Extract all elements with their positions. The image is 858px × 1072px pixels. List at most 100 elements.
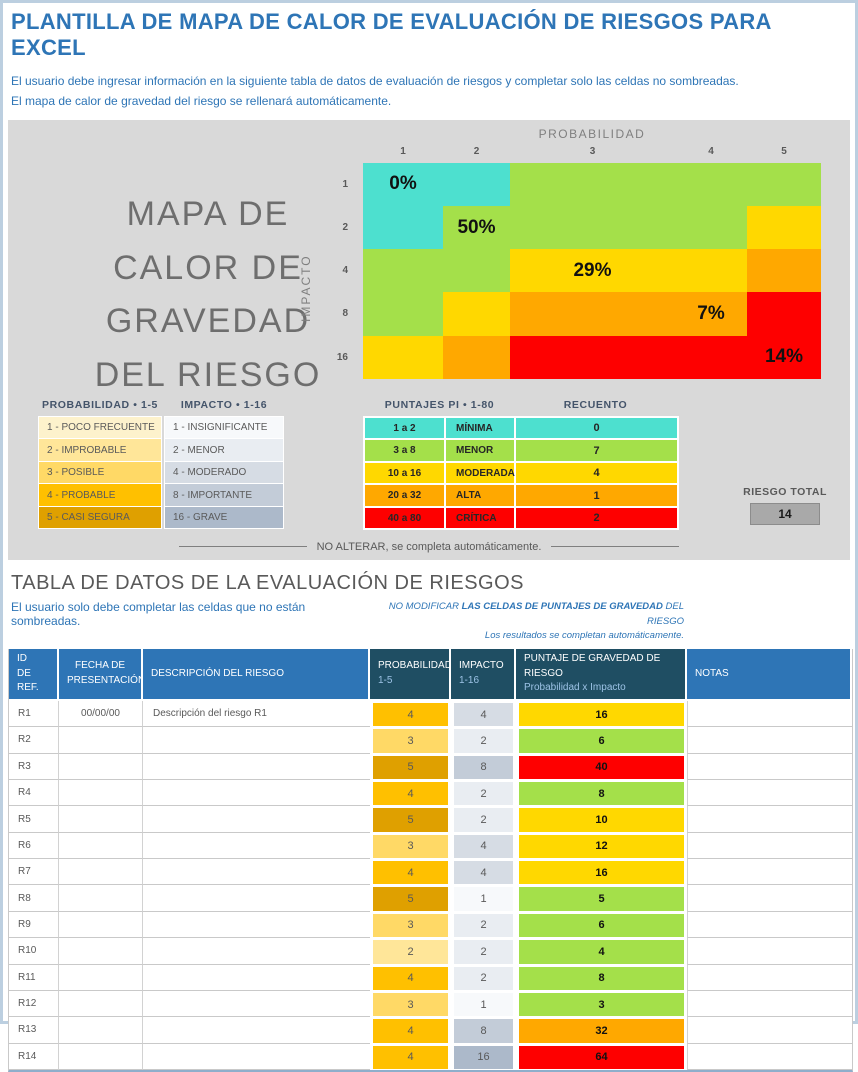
no-modify-line-1: NO MODIFICAR LAS CELDAS DE PUNTAJES DE G… (363, 600, 684, 629)
count-column-header: RECUENTO (563, 398, 628, 411)
row-probabilidad-cell[interactable]: 3 (370, 911, 451, 939)
row-probabilidad-cell[interactable]: 5 (370, 885, 451, 912)
row-impacto-cell[interactable]: 2 (451, 911, 516, 939)
impact-legend: 1 - INSIGNIFICANTE 2 - MENOR 4 - MODERADO 8… (164, 415, 284, 530)
row-id-cell: R12 (9, 990, 59, 1018)
row-probabilidad-cell[interactable]: 2 (370, 938, 451, 965)
row-notas-cell[interactable] (687, 859, 852, 886)
row-impacto-cell[interactable]: 2 (451, 806, 516, 833)
row-notas-cell[interactable] (687, 885, 852, 912)
probability-legend-item: 1 - POCO FRECUENTE (39, 416, 161, 439)
row-impacto-cell[interactable]: 8 (451, 1017, 516, 1044)
row-notas-cell[interactable] (687, 753, 852, 781)
row-descripcion-cell[interactable] (143, 727, 370, 754)
header-puntaje: PUNTAJE DE GRAVEDAD DE RIESGO Probabilid… (516, 648, 687, 701)
row-descripcion-cell[interactable] (143, 753, 370, 781)
row-fecha-cell[interactable] (59, 727, 143, 754)
row-fecha-cell[interactable] (59, 990, 143, 1018)
row-fecha-cell[interactable]: 00/00/00 (59, 700, 143, 728)
row-impacto-cell[interactable]: 8 (451, 753, 516, 781)
row-impacto-cell[interactable]: 1 (451, 885, 516, 912)
row-notas-cell[interactable] (687, 806, 852, 833)
header-probabilidad: PROBABILIDAD 1-5 (370, 648, 452, 701)
row-puntaje-cell: 8 (516, 780, 687, 807)
row-notas-cell[interactable] (687, 964, 852, 991)
heatmap-row-label: 8 (342, 308, 348, 320)
row-descripcion-cell[interactable] (143, 885, 370, 912)
row-notas-cell[interactable] (687, 727, 852, 754)
row-fecha-cell[interactable] (59, 780, 143, 807)
row-descripcion-cell[interactable] (143, 990, 370, 1018)
row-probabilidad-cell[interactable]: 5 (370, 753, 451, 781)
no-modify-suffix: DEL RIESGO (647, 600, 684, 627)
row-impacto-cell[interactable]: 16 (451, 1043, 516, 1070)
row-fecha-cell[interactable] (59, 806, 143, 833)
probability-legend: 1 - POCO FRECUENTE 2 - IMPROBABLE 3 - POSI… (38, 415, 162, 530)
row-descripcion-cell[interactable] (143, 1017, 370, 1044)
row-probabilidad-cell[interactable]: 5 (370, 806, 451, 833)
row-fecha-cell[interactable] (59, 859, 143, 886)
heatmap-cell: 0% (363, 162, 443, 206)
row-probabilidad-cell[interactable]: 3 (370, 727, 451, 754)
row-id-cell: R4 (9, 780, 59, 807)
heatmap-title-line-2: CALOR DE (113, 248, 303, 287)
row-puntaje-cell: 8 (516, 964, 687, 991)
row-probabilidad-cell[interactable]: 4 (370, 859, 451, 886)
heatmap-cell (675, 249, 747, 293)
row-probabilidad-cell[interactable]: 4 (370, 700, 451, 728)
row-notas-cell[interactable] (687, 938, 852, 965)
row-notas-cell[interactable] (687, 832, 852, 860)
row-notas-cell[interactable] (687, 911, 852, 939)
row-notas-cell[interactable] (687, 1043, 852, 1070)
row-fecha-cell[interactable] (59, 964, 143, 991)
risk-total-label: RIESGO TOTAL (743, 485, 827, 498)
heatmap-cell (363, 292, 443, 336)
row-descripcion-cell[interactable]: Descripción del riesgo R1 (143, 700, 370, 728)
header-line: PUNTAJE DE GRAVEDAD DE RIESGO (524, 653, 661, 679)
row-impacto-cell[interactable]: 2 (451, 727, 516, 754)
row-impacto-cell[interactable]: 2 (451, 964, 516, 991)
row-descripcion-cell[interactable] (143, 806, 370, 833)
score-count-cell: 1 (516, 485, 677, 506)
row-fecha-cell[interactable] (59, 938, 143, 965)
header-notas: NOTAS (687, 648, 852, 701)
no-modify-bold: LAS CELDAS DE PUNTAJES DE GRAVEDAD (461, 600, 663, 612)
row-impacto-cell[interactable]: 2 (451, 780, 516, 807)
row-probabilidad-cell[interactable]: 4 (370, 780, 451, 807)
row-fecha-cell[interactable] (59, 911, 143, 939)
row-descripcion-cell[interactable] (143, 964, 370, 991)
row-impacto-cell[interactable]: 2 (451, 938, 516, 965)
row-fecha-cell[interactable] (59, 832, 143, 860)
impact-legend-item: 1 - INSIGNIFICANTE (165, 416, 283, 439)
row-impacto-cell[interactable]: 1 (451, 990, 516, 1018)
row-descripcion-cell[interactable] (143, 859, 370, 886)
row-fecha-cell[interactable] (59, 885, 143, 912)
row-descripcion-cell[interactable] (143, 938, 370, 965)
row-notas-cell[interactable] (687, 1017, 852, 1044)
row-probabilidad-cell[interactable]: 4 (370, 964, 451, 991)
row-descripcion-cell[interactable] (143, 1043, 370, 1070)
row-probabilidad-cell[interactable]: 4 (370, 1043, 451, 1070)
row-descripcion-cell[interactable] (143, 832, 370, 860)
row-fecha-cell[interactable] (59, 1043, 143, 1070)
row-notas-cell[interactable] (687, 780, 852, 807)
row-fecha-cell[interactable] (59, 1017, 143, 1044)
row-probabilidad-cell[interactable]: 3 (370, 832, 451, 860)
heatmap-grid: 0% 50% 29% 7% 14% (363, 162, 821, 379)
heatmap-row-label: 16 (336, 351, 348, 363)
header-line: NOTAS (695, 667, 729, 679)
row-descripcion-cell[interactable] (143, 780, 370, 807)
row-fecha-cell[interactable] (59, 753, 143, 781)
data-table-instruction: El usuario solo debe completar las celda… (11, 599, 306, 628)
row-notas-cell[interactable] (687, 700, 852, 728)
row-notas-cell[interactable] (687, 990, 852, 1018)
row-impacto-cell[interactable]: 4 (451, 700, 516, 728)
heatmap-cell: 7% (675, 292, 747, 336)
row-impacto-cell[interactable]: 4 (451, 832, 516, 860)
row-descripcion-cell[interactable] (143, 911, 370, 939)
intro-line-2: El mapa de calor de gravedad del riesgo … (11, 94, 392, 109)
row-probabilidad-cell[interactable]: 4 (370, 1017, 451, 1044)
row-probabilidad-cell[interactable]: 3 (370, 990, 451, 1018)
row-impacto-cell[interactable]: 4 (451, 859, 516, 886)
